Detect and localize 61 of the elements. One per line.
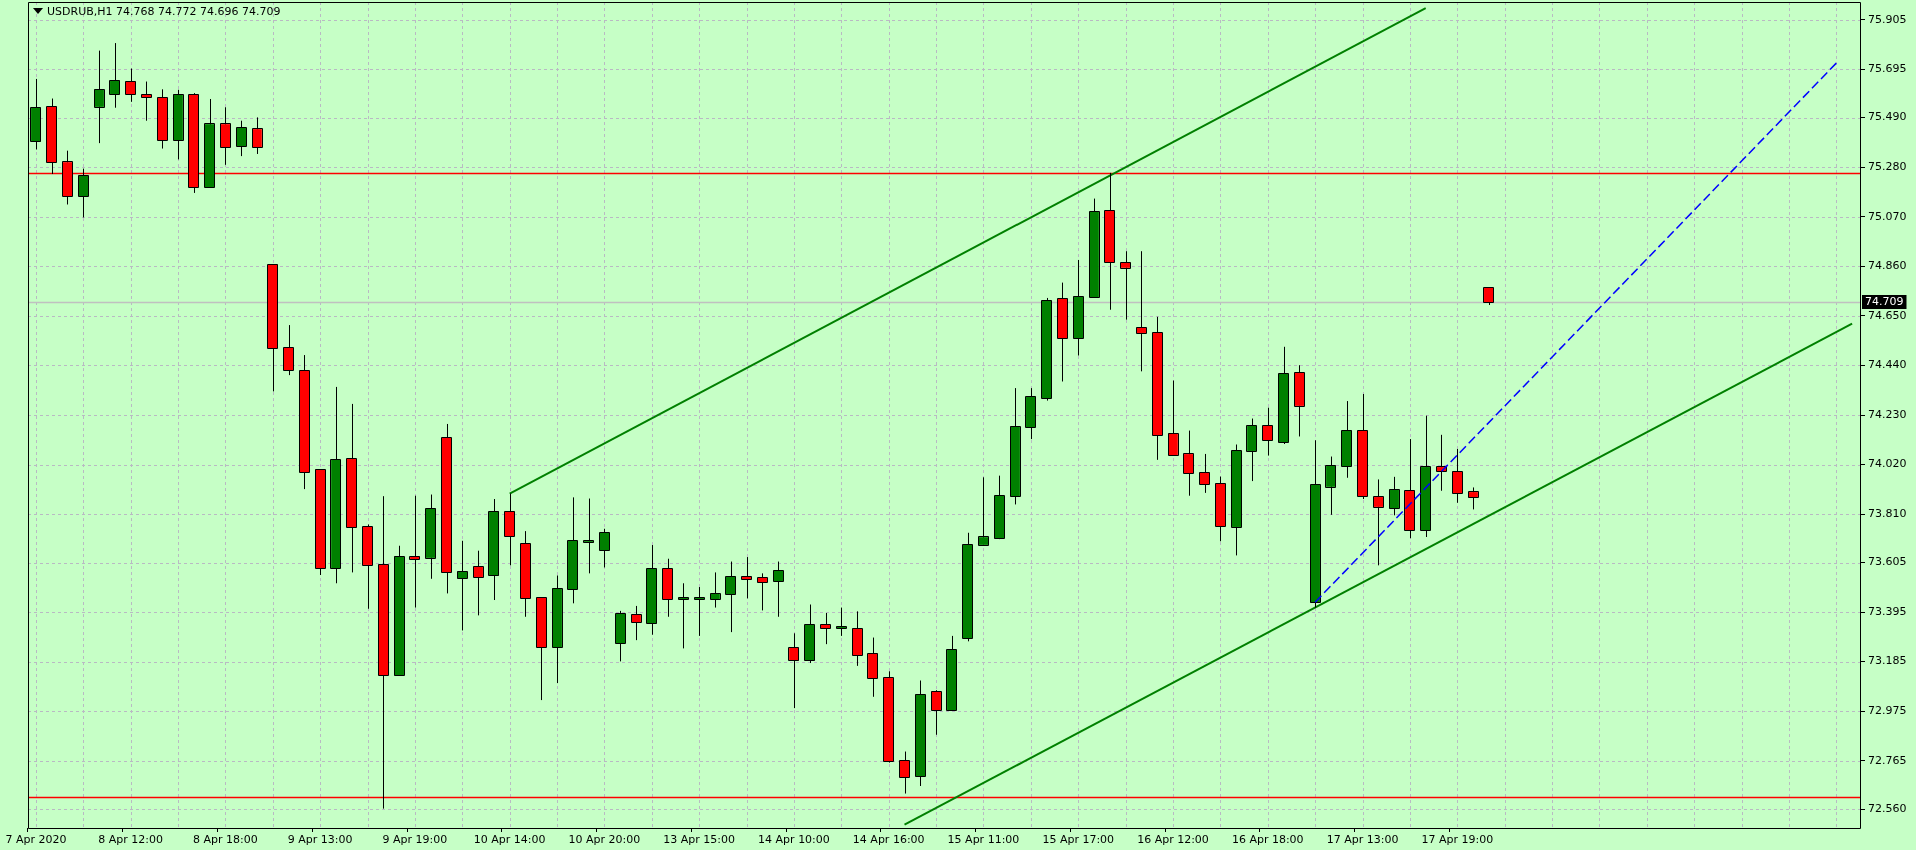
candlestick (1452, 448, 1463, 504)
x-tick-label: 8 Apr 18:00 (193, 833, 258, 847)
chart-title: USDRUB,H1 74.768 74.772 74.696 74.709 (47, 5, 281, 18)
candlestick (1262, 407, 1273, 457)
candlestick (473, 550, 484, 616)
candlestick (78, 168, 89, 218)
candlestick (725, 561, 736, 633)
candlestick (899, 751, 910, 795)
candlestick (631, 605, 642, 641)
candlestick (94, 50, 105, 144)
candlestick (599, 528, 610, 568)
candlestick (694, 586, 705, 637)
x-tick-label: 14 Apr 10:00 (758, 833, 830, 847)
candlestick (1373, 478, 1384, 566)
y-tick-label: 75.280 (1868, 160, 1907, 174)
y-tick-label: 73.810 (1868, 506, 1907, 520)
y-tick-label: 73.395 (1868, 604, 1907, 618)
y-tick-label: 72.765 (1868, 753, 1907, 767)
candlestick (978, 476, 989, 546)
candlestick (1183, 430, 1194, 497)
y-tick-label: 74.650 (1868, 308, 1907, 322)
x-tick-label: 10 Apr 14:00 (473, 833, 546, 847)
x-tick-label: 15 Apr 11:00 (947, 833, 1020, 847)
x-tick-label: 7 Apr 2020 (5, 833, 67, 847)
y-tick-label: 74.230 (1868, 407, 1907, 421)
y-tick-label: 74.020 (1868, 457, 1907, 471)
x-tick-label: 9 Apr 19:00 (382, 833, 448, 847)
x-tick-label: 15 Apr 17:00 (1042, 833, 1115, 847)
x-tick-label: 16 Apr 12:00 (1137, 833, 1209, 847)
y-tick-label: 74.860 (1868, 259, 1907, 273)
y-tick-label: 74.440 (1868, 358, 1907, 372)
candlestick (252, 116, 263, 155)
candlestick (457, 540, 468, 631)
y-tick-label: 75.905 (1868, 12, 1907, 26)
candlestick (236, 120, 247, 157)
x-tick-label: 17 Apr 13:00 (1326, 833, 1399, 847)
candlestick (931, 689, 942, 736)
y-tick-label: 75.490 (1868, 110, 1907, 124)
y-tick-label: 73.185 (1868, 654, 1907, 668)
y-tick-label: 75.695 (1868, 62, 1907, 76)
candlestick (678, 582, 689, 649)
x-tick-label: 13 Apr 15:00 (663, 833, 736, 847)
y-tick-label: 72.560 (1868, 801, 1907, 815)
x-tick-label: 17 Apr 19:00 (1421, 833, 1494, 847)
y-tick-label: 75.070 (1868, 209, 1907, 223)
y-tick-label: 72.975 (1868, 704, 1907, 718)
y-tick-label: 73.605 (1868, 555, 1907, 569)
candlestick (283, 324, 294, 376)
x-tick-label: 16 Apr 18:00 (1231, 833, 1304, 847)
x-tick-label: 14 Apr 16:00 (852, 833, 925, 847)
x-tick-label: 9 Apr 13:00 (287, 833, 353, 847)
candlestick (141, 81, 152, 122)
candlestick (836, 607, 847, 637)
candlestick (820, 612, 831, 645)
candlestick (125, 68, 136, 103)
x-tick-label: 8 Apr 12:00 (98, 833, 164, 847)
candlestick (741, 556, 752, 599)
candlestick (220, 106, 231, 166)
x-tick-label: 10 Apr 20:00 (568, 833, 641, 847)
candlestick (1325, 456, 1336, 516)
ref-line-label: 74.709 (1865, 295, 1904, 309)
